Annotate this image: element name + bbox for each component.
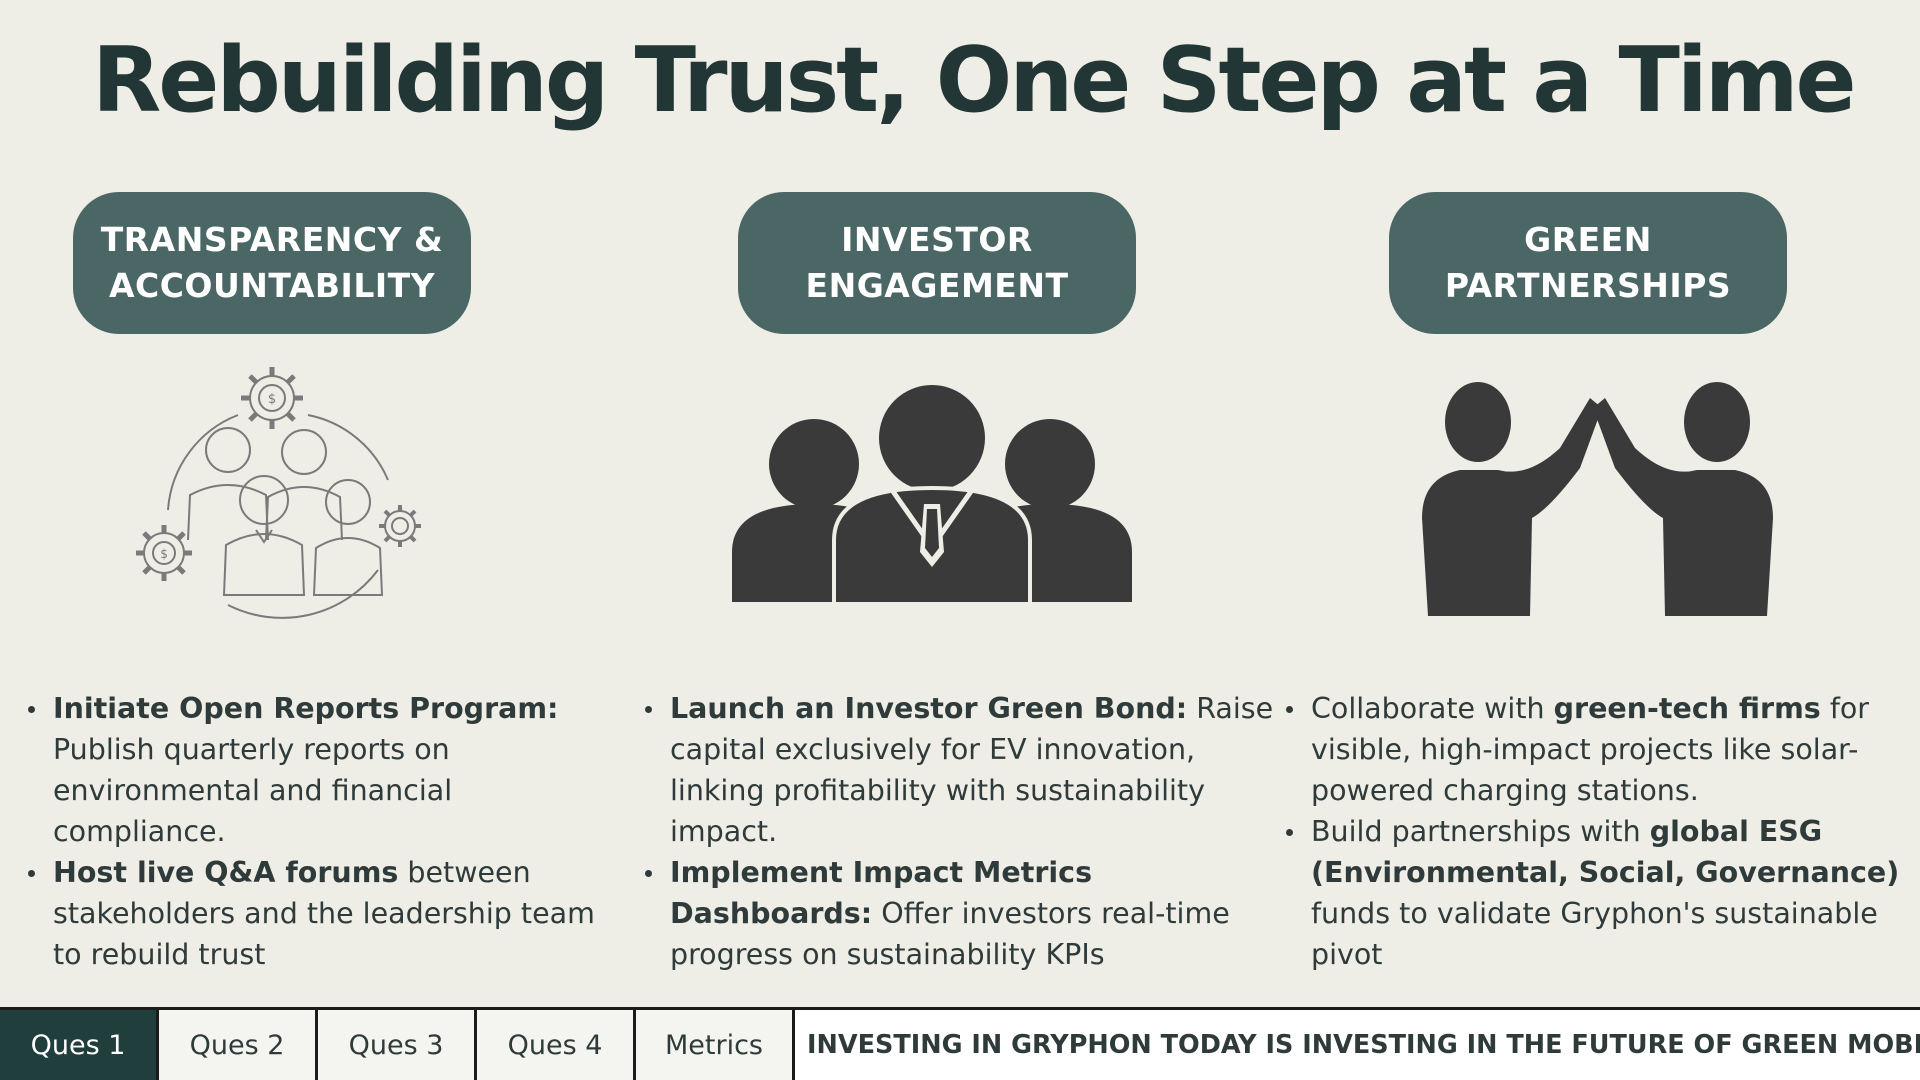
page-title: Rebuilding Trust, One Step at a Time [92,28,1857,133]
svg-text:$: $ [268,392,276,407]
bullet-list-investor: Launch an Investor Green Bond: Raise cap… [645,688,1285,975]
svg-text:$: $ [160,547,168,561]
tab-metrics[interactable]: Metrics [636,1010,795,1080]
investors-group-icon [732,382,1132,606]
list-item: Build partnerships with global ESG (Envi… [1286,811,1920,975]
list-item: Host live Q&A forums between stakeholder… [28,852,628,975]
tab-ques-2[interactable]: Ques 2 [159,1010,318,1080]
bullet-list-partnerships: Collaborate with green-tech firms for vi… [1286,688,1920,975]
tab-ques-1[interactable]: Ques 1 [0,1010,159,1080]
list-item: Collaborate with green-tech firms for vi… [1286,688,1920,811]
tab-ques-4[interactable]: Ques 4 [477,1010,636,1080]
footer-banner: INVESTING IN GRYPHON TODAY IS INVESTING … [807,1030,1920,1060]
footer-nav: Ques 1 Ques 2 Ques 3 Ques 4 Metrics INVE… [0,1007,1920,1080]
list-item: Initiate Open Reports Program: Publish q… [28,688,628,852]
bullet-list-transparency: Initiate Open Reports Program: Publish q… [28,688,628,975]
tab-ques-3[interactable]: Ques 3 [318,1010,477,1080]
list-item: Launch an Investor Green Bond: Raise cap… [645,688,1285,852]
heading-green-partnerships: GREEN PARTNERSHIPS [1389,192,1787,334]
heading-transparency: TRANSPARENCY & ACCOUNTABILITY [73,192,471,334]
list-item: Implement Impact Metrics Dashboards: Off… [645,852,1285,975]
team-gears-icon: $ $ [136,367,421,619]
high-five-icon [1422,382,1773,616]
heading-investor-engagement: INVESTOR ENGAGEMENT [738,192,1136,334]
